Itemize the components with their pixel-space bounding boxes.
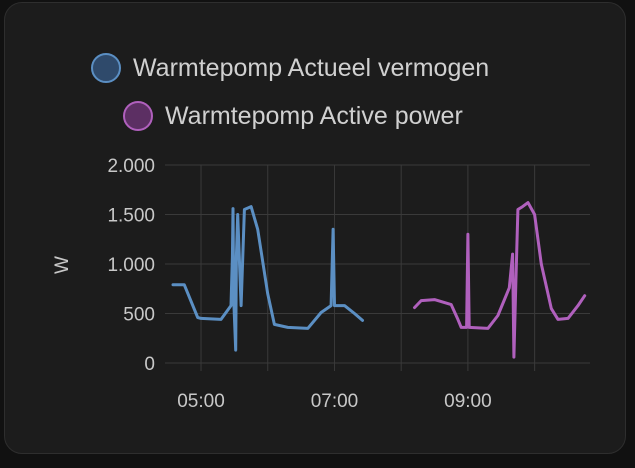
- y-tick-label: 1.000: [107, 255, 155, 276]
- x-tick-label: 05:00: [177, 391, 225, 412]
- legend-item-active-power[interactable]: Warmtepomp Active power: [123, 101, 463, 131]
- legend-label-actueel-vermogen: Warmtepomp Actueel vermogen: [133, 53, 490, 82]
- series-line-1[interactable]: [413, 201, 587, 359]
- legend-swatch-active-power: [123, 101, 153, 131]
- legend-swatch-actueel-vermogen: [91, 53, 121, 83]
- x-tick-label: 07:00: [311, 391, 359, 412]
- x-tick-label: 09:00: [444, 391, 492, 412]
- chart-card: Warmtepomp Actueel vermogen Warmtepomp A…: [4, 2, 626, 454]
- y-tick-label: 0: [144, 354, 155, 375]
- series-line-0[interactable]: [171, 205, 364, 352]
- legend-label-active-power: Warmtepomp Active power: [165, 101, 463, 130]
- y-axis-title: W: [52, 256, 73, 274]
- y-tick-label: 2.000: [107, 156, 155, 177]
- legend-item-actueel-vermogen[interactable]: Warmtepomp Actueel vermogen: [91, 53, 489, 83]
- y-tick-label: 1.500: [107, 206, 155, 227]
- y-tick-label: 500: [123, 305, 155, 326]
